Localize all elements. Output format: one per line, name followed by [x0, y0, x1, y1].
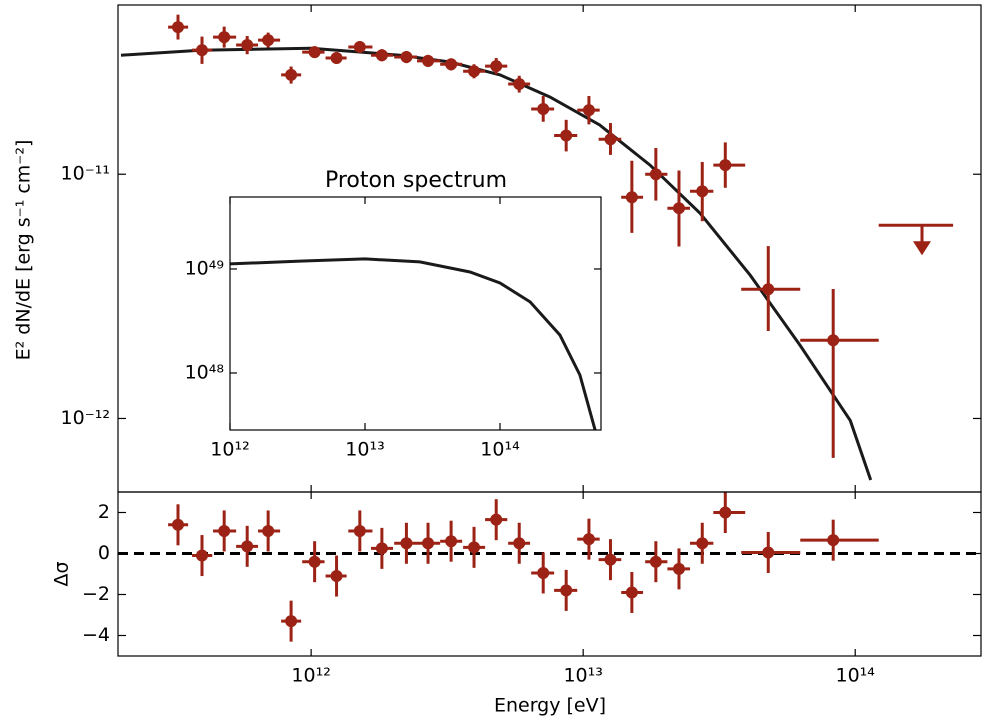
- residual-point: [330, 570, 343, 583]
- residual-point: [262, 524, 275, 537]
- y-tick-label: 10⁻¹²: [61, 407, 110, 429]
- residual-point: [625, 586, 638, 599]
- y-tick-label: −2: [82, 583, 110, 605]
- residual-point: [649, 555, 662, 568]
- data-point: [262, 34, 275, 47]
- residual-point: [218, 524, 231, 537]
- model-line: [120, 46, 873, 481]
- data-point: [422, 54, 435, 67]
- residual-point: [513, 537, 526, 550]
- residual-point: [672, 562, 685, 575]
- data-point: [195, 44, 208, 57]
- data-point: [353, 40, 366, 53]
- inset-y-tick-label: 10⁴⁹: [185, 257, 224, 279]
- data-point: [400, 50, 413, 63]
- residual-point: [696, 537, 709, 550]
- residual-point: [375, 542, 388, 555]
- data-point: [672, 202, 685, 215]
- residual-frame: [117, 491, 982, 657]
- data-point: [582, 104, 595, 117]
- data-point: [218, 31, 231, 44]
- data-point: [468, 65, 481, 78]
- y-axis-label: E² dN/dE [erg s⁻¹ cm⁻²]: [13, 140, 35, 361]
- residual-point: [537, 566, 550, 579]
- inset-x-tick-label: 10¹⁴: [480, 439, 520, 461]
- inset-x-tick-label: 10¹²: [210, 439, 249, 461]
- main-plot: [120, 14, 954, 481]
- residual-point: [468, 541, 481, 554]
- residual-point: [604, 553, 617, 566]
- data-point: [649, 168, 662, 181]
- upper-limit-arrow: [912, 241, 931, 256]
- x-tick-label: 10¹²: [291, 665, 330, 687]
- residual-point: [353, 524, 366, 537]
- data-point: [285, 68, 298, 81]
- data-point: [625, 191, 638, 204]
- inset-title: Proton spectrum: [325, 168, 507, 193]
- residual-axis-label: Δσ: [51, 561, 73, 586]
- axes: 10¹² 10¹³ 10¹⁴ 10⁻¹² 10⁻¹¹ −4 −2 0 2: [61, 5, 981, 687]
- residual-point: [762, 546, 775, 559]
- data-point: [330, 52, 343, 65]
- residual-point: [582, 533, 595, 546]
- residual-point: [308, 555, 321, 568]
- residual-point: [171, 518, 184, 531]
- x-tick-label: 10¹³: [563, 665, 602, 687]
- data-point: [762, 283, 775, 296]
- data-point: [719, 159, 732, 172]
- residual-point: [400, 537, 413, 550]
- data-point: [375, 49, 388, 62]
- data-point: [827, 334, 840, 347]
- inset-plot: [230, 257, 597, 430]
- residual-point: [422, 537, 435, 550]
- inset-frame: [229, 196, 602, 431]
- x-tick-label: 10¹⁴: [835, 665, 875, 687]
- residual-plot: [118, 492, 981, 642]
- residual-point: [719, 506, 732, 519]
- data-point: [171, 21, 184, 34]
- data-point: [241, 39, 254, 52]
- residual-point: [490, 513, 503, 526]
- y-tick-label: −4: [82, 624, 110, 646]
- data-point: [308, 46, 321, 59]
- data-point: [513, 78, 526, 91]
- data-point: [560, 129, 573, 142]
- inset-x-tick-label: 10¹³: [345, 439, 384, 461]
- residual-point: [560, 584, 573, 597]
- inset-background: [230, 197, 601, 430]
- data-point: [537, 102, 550, 115]
- x-axis-label: Energy [eV]: [494, 695, 606, 717]
- y-tick-label: 2: [98, 501, 110, 523]
- y-tick-label: 10⁻¹¹: [61, 163, 110, 185]
- data-point: [490, 60, 503, 73]
- data-point: [604, 133, 617, 146]
- inset-y-tick-label: 10⁴⁸: [185, 361, 224, 383]
- residual-point: [195, 549, 208, 562]
- residual-point: [241, 540, 254, 553]
- residual-point: [445, 535, 458, 548]
- data-point: [445, 58, 458, 71]
- proton-spectrum-line: [230, 257, 597, 430]
- residual-point: [827, 534, 840, 547]
- y-tick-label: 0: [98, 542, 110, 564]
- residual-point: [285, 615, 298, 628]
- data-point: [696, 185, 709, 198]
